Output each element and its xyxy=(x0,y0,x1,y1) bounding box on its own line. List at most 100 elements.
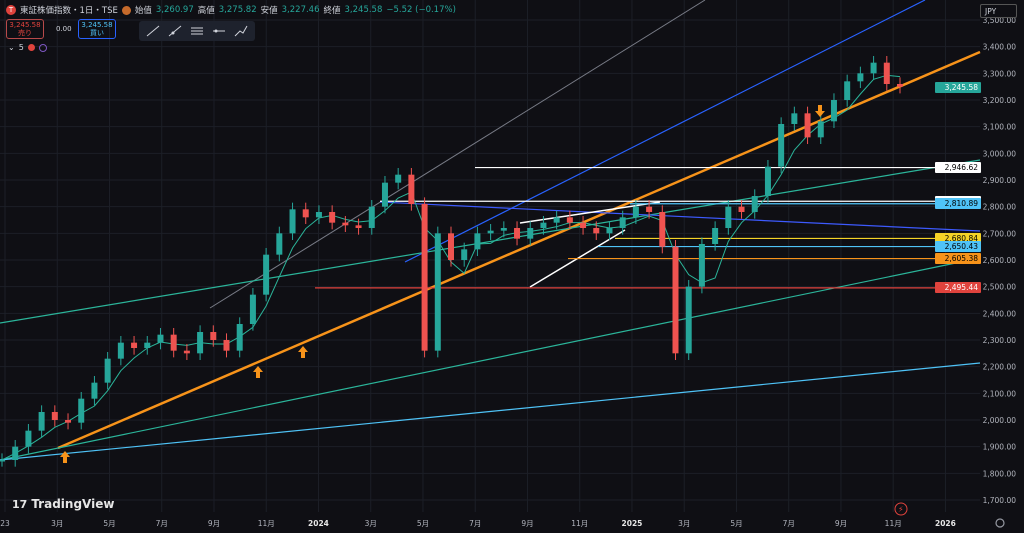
price-tick-label: 1,700.00 xyxy=(983,496,1017,505)
price-tick-label: 1,900.00 xyxy=(983,443,1017,452)
candle-body xyxy=(249,294,256,324)
candle-body xyxy=(448,233,454,260)
horizontal-line-tool-icon[interactable] xyxy=(211,24,227,38)
change-value: −5.52 (−0.17%) xyxy=(386,5,456,15)
open-value: 3,260.97 xyxy=(155,5,194,15)
symbol-title[interactable]: 東証株価指数・1日・TSE xyxy=(20,6,118,16)
candle-body xyxy=(183,350,190,354)
candle-body xyxy=(514,228,521,239)
candle-body xyxy=(646,206,653,212)
candle-body xyxy=(461,249,468,260)
candle-body xyxy=(289,209,296,234)
candle-body xyxy=(144,342,151,348)
indicator-toggle[interactable]: ⌄ 5 xyxy=(8,43,47,52)
candle-body xyxy=(830,100,837,122)
candle-body xyxy=(804,113,811,138)
price-level-label: 2,495.44 xyxy=(935,282,981,294)
price-level-label: 2,946.62 xyxy=(935,162,981,174)
open-label: 始值 xyxy=(134,6,152,16)
price-tick-label: 3,400.00 xyxy=(983,43,1017,52)
teal-trendline-lower xyxy=(0,257,981,461)
spread-value: 0.00 xyxy=(56,25,72,33)
tradingview-logo-icon: 17 xyxy=(12,497,28,511)
price-tick-label: 2,800.00 xyxy=(983,203,1017,212)
time-axis[interactable]: 23 3月 5月 7月 9月 11月 2024 3月 5月 7月 9月 11月 2025 3月 5月 7月 9月… xyxy=(0,519,956,528)
price-tick-label: 2,600.00 xyxy=(983,256,1017,265)
time-tick-label: 7月 xyxy=(469,519,481,528)
settings-gear-icon[interactable] xyxy=(995,518,1005,528)
candle-body xyxy=(236,324,243,351)
ray-tool-icon[interactable] xyxy=(167,24,183,38)
candle-body xyxy=(487,230,494,234)
lightning-icon xyxy=(894,502,908,516)
time-tick-label: 3月 xyxy=(365,519,377,528)
close-label: 終値 xyxy=(323,6,341,16)
candle-body xyxy=(566,217,573,223)
candle-body xyxy=(78,398,85,423)
parallel-channel-tool-icon[interactable] xyxy=(189,24,205,38)
candle-body xyxy=(897,84,903,87)
candle-body xyxy=(197,332,204,354)
last-price-label: 3,245.58 xyxy=(935,82,981,94)
price-level-label: 2,680.84 xyxy=(935,232,981,244)
horizontal-levels xyxy=(315,166,980,289)
price-level-label: 2,650.43 xyxy=(935,241,981,253)
price-axis[interactable]: 1,700.00 1,800.00 1,900.00 2,000.00 2,100.00… xyxy=(983,16,1017,505)
sell-button[interactable]: 3,245.58 売り xyxy=(6,19,44,39)
candle-body xyxy=(408,174,415,204)
price-tick-label: 2,100.00 xyxy=(983,389,1017,398)
price-tick-label: 3,200.00 xyxy=(983,96,1017,105)
price-level-label: 2,605.38 xyxy=(935,253,981,265)
candle-body xyxy=(712,228,719,244)
candle-body xyxy=(395,174,402,183)
sell-label: 売り xyxy=(18,29,32,37)
sell-price: 3,245.58 xyxy=(9,21,41,29)
time-tick-label: 9月 xyxy=(835,519,847,528)
candle-body xyxy=(368,206,375,228)
price-tick-label: 2,400.00 xyxy=(983,309,1017,318)
close-value: 3,245.58 xyxy=(344,5,383,15)
candle-body xyxy=(659,212,666,247)
candle-body xyxy=(210,332,217,340)
time-tick-label: 9月 xyxy=(521,519,533,528)
candle-body xyxy=(342,222,349,226)
price-level-label: 2,810.89 xyxy=(935,198,981,210)
candle-body xyxy=(91,382,98,399)
candle-body xyxy=(817,121,824,138)
watermark-text: TradingView xyxy=(31,497,115,511)
currency-selector[interactable]: JPY xyxy=(980,4,1017,18)
drawing-toolbar xyxy=(139,21,255,41)
candle-body xyxy=(12,446,19,460)
path-tool-icon[interactable] xyxy=(233,24,249,38)
candle-body xyxy=(0,460,5,462)
price-tick-label: 3,300.00 xyxy=(983,69,1017,78)
indicator-icon xyxy=(38,43,47,52)
buy-button[interactable]: 3,245.58 買い xyxy=(78,19,116,39)
time-tick-label: 2024 xyxy=(308,519,329,528)
candle-body xyxy=(791,113,798,124)
price-tick-label: 2,900.00 xyxy=(983,176,1017,185)
candle-body xyxy=(593,228,600,234)
candle-body xyxy=(25,430,32,447)
candle-body xyxy=(329,212,336,223)
symbol-header: T 東証株価指数・1日・TSE 始值 3,260.97 高値 3,275.82 安値… xyxy=(6,4,456,16)
price-tick-label: 2,000.00 xyxy=(983,416,1017,425)
low-label: 安値 xyxy=(260,6,278,16)
trendline-tool-icon[interactable] xyxy=(145,24,161,38)
price-tick-label: 3,100.00 xyxy=(983,123,1017,132)
candle-body xyxy=(540,222,547,228)
lightblue-trendline xyxy=(0,362,981,461)
time-tick-label: 5月 xyxy=(103,519,115,528)
candle-body xyxy=(381,182,388,207)
candle-body xyxy=(131,342,138,348)
candle-body xyxy=(632,206,639,218)
candle-body xyxy=(104,358,111,383)
price-tick-label: 2,300.00 xyxy=(983,336,1017,345)
time-tick-label: 11月 xyxy=(885,519,902,528)
blue-trendline xyxy=(404,0,926,263)
buy-label: 買い xyxy=(90,29,104,37)
svg-text:⚡: ⚡ xyxy=(898,505,904,514)
candle-body xyxy=(553,217,560,223)
candle-body xyxy=(500,228,507,231)
